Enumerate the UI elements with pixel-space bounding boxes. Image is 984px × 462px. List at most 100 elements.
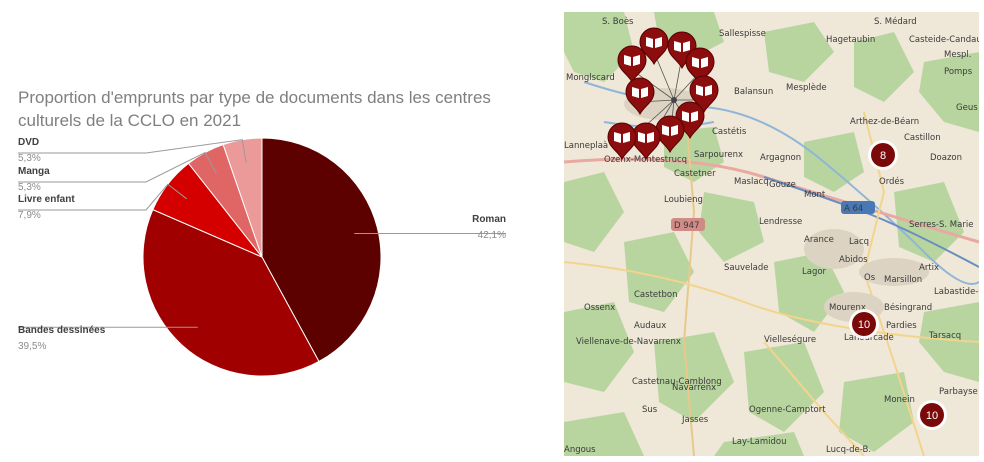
place-label: Ogenne-Camptort [749, 405, 826, 415]
book-icon [682, 111, 698, 122]
place-label: Artix [919, 263, 939, 273]
place-label: Lacq [849, 237, 869, 247]
cluster-count: 10 [858, 319, 870, 331]
place-label: Sus [642, 405, 658, 415]
slice-value-label: 39,5% [18, 341, 46, 352]
place-label: S. Boès [602, 16, 634, 27]
book-icon [638, 132, 654, 143]
map-canvas[interactable]: S. Boès Sallespisse S. Médard Hagetaubin Cas… [564, 12, 979, 456]
book-icon [614, 132, 630, 143]
slice-value-label: 5,3% [18, 153, 41, 164]
place-label: Pardies [886, 321, 917, 331]
place-label: Lanneplaà [564, 141, 608, 151]
book-icon [624, 55, 640, 66]
place-label: Lucq-de-B. [826, 445, 871, 455]
book-icon [692, 57, 708, 68]
place-label: Abidos [839, 255, 868, 265]
place-label: Doazon [930, 153, 962, 163]
cluster-count: 10 [926, 410, 938, 422]
place-label: Mourenx [829, 303, 866, 313]
place-label: Castetner [674, 169, 716, 179]
place-label: Lagor [802, 267, 827, 277]
slice-label: Manga [18, 166, 50, 177]
slice-value-label: 5,3% [18, 182, 41, 193]
place-label: Audaux [634, 321, 666, 331]
place-label: Gouze [769, 180, 796, 190]
place-label: Castetnau-Camblong [632, 377, 722, 387]
cluster-marker[interactable]: 10 [849, 309, 879, 339]
place-label: Mesplède [786, 82, 827, 93]
place-label: Mespl. [944, 50, 971, 60]
book-marker[interactable] [625, 77, 655, 116]
place-label: Ossenx [584, 303, 615, 313]
spider-center [671, 97, 677, 103]
leader-line [18, 183, 187, 211]
place-label: Pomps [944, 67, 973, 77]
book-icon [696, 85, 712, 96]
cluster-marker[interactable]: 8 [868, 140, 898, 170]
slice-label: Livre enfant [18, 194, 75, 205]
book-icon [632, 87, 648, 98]
book-marker[interactable] [631, 122, 661, 161]
place-label: Castillon [904, 133, 941, 143]
place-label: Maslacq [734, 177, 769, 187]
chart-panel: Proportion d'emprunts par type de docume… [18, 88, 506, 377]
cluster-marker[interactable]: 10 [917, 400, 947, 430]
slice-label: Bandes dessinées [18, 325, 106, 336]
book-marker[interactable] [607, 122, 637, 161]
map-panel[interactable]: S. Boès Sallespisse S. Médard Hagetaubin Cas… [564, 12, 979, 456]
place-label: Jasses [681, 415, 709, 425]
place-label: Lay-Lamidou [732, 437, 786, 447]
pie-chart: Roman 42,1% Bandes dessinées 39,5% Livre enf… [18, 137, 506, 377]
place-label: S. Médard [874, 16, 917, 27]
chart-title: Proportion d'emprunts par type de docume… [18, 88, 491, 130]
place-label: Lendresse [759, 217, 802, 227]
place-label: Serres-S. Marie [909, 220, 973, 230]
place-label: Castétis [712, 126, 747, 137]
book-marker[interactable] [617, 45, 647, 84]
pie-slice-roman [261, 137, 382, 363]
place-label: Parbayse [939, 387, 978, 397]
place-label: Angous [564, 445, 596, 455]
book-marker[interactable] [685, 47, 715, 86]
place-label: Navarrenx [672, 383, 716, 393]
cluster-count: 8 [880, 150, 886, 162]
place-label: Ozenx-Montestrucq [604, 155, 687, 165]
place-label: Arance [804, 235, 834, 245]
leader-line [18, 151, 217, 183]
spider-leg [631, 69, 675, 101]
place-label: Mont [804, 190, 826, 200]
slice-value-label: 42,1% [478, 230, 506, 241]
place-label: Labastide-Cézérac [934, 286, 979, 297]
place-label: A 64 [844, 204, 863, 214]
map-markers[interactable] [607, 27, 719, 161]
book-icon [662, 125, 678, 136]
place-label: Balansun [734, 87, 773, 97]
book-icon [674, 41, 690, 52]
place-label: Marsillon [884, 275, 922, 285]
place-label: Monein [884, 395, 915, 405]
place-label: Os [864, 273, 876, 283]
place-label: Castetbon [634, 290, 677, 300]
place-label: Monglscard [566, 73, 615, 83]
place-labels: S. Boès Sallespisse S. Médard Hagetaubin Cas… [564, 16, 979, 455]
place-label: Vielleségure [764, 334, 816, 345]
place-label: Bésingrand [884, 302, 932, 313]
place-label: Sallespisse [719, 29, 766, 39]
slice-label: DVD [18, 137, 39, 148]
place-label: Hagetaubin [826, 35, 875, 45]
pie-slice-bandes-dessin-es [142, 208, 320, 377]
place-label: Casteide-Candau [909, 35, 979, 45]
place-label: Sarpourenx [694, 150, 743, 160]
place-label: Loubieng [664, 195, 703, 205]
place-label: Arthez-de-Béarn [850, 116, 919, 127]
place-label: Tarsacq [928, 331, 961, 341]
leader-line [18, 139, 247, 164]
book-marker[interactable] [689, 75, 719, 114]
place-label: D 947 [674, 221, 699, 231]
map-clusters[interactable]: 8 10 10 [849, 140, 947, 430]
slice-value-label: 7,9% [18, 210, 41, 221]
place-label: Argagnon [760, 153, 801, 163]
road-shield [671, 218, 705, 231]
book-icon [646, 37, 662, 48]
